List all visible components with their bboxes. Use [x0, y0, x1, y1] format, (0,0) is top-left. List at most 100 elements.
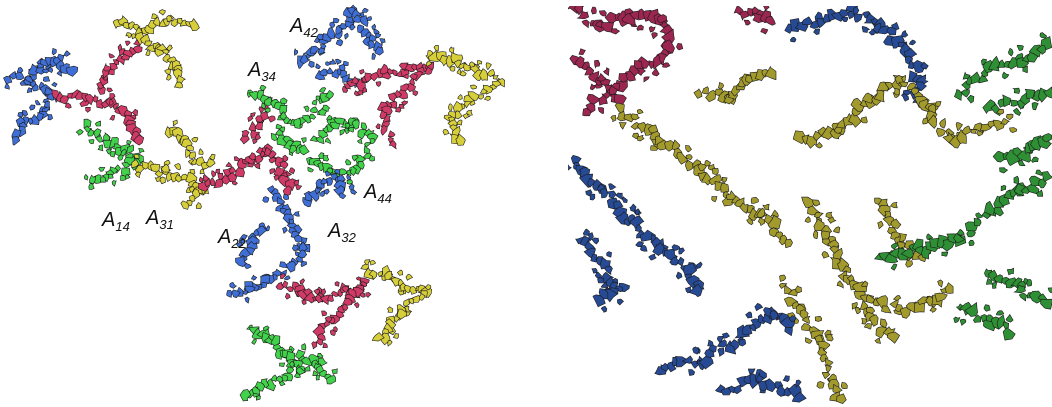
dark-blue-tile — [600, 281, 609, 289]
blue-tile — [240, 234, 248, 240]
red-tile — [225, 161, 233, 168]
green-tile — [309, 106, 318, 114]
dark-blue-tile — [745, 311, 753, 319]
yellow-tile — [166, 44, 173, 52]
blue-tile — [295, 255, 303, 263]
dark-green-tile — [960, 89, 970, 98]
dark-green-tile — [890, 263, 898, 271]
olive-tile — [1005, 113, 1014, 120]
dark-green-tile — [966, 229, 976, 238]
green-tile — [261, 102, 266, 109]
dark-blue-tile — [717, 347, 725, 357]
green-tile — [114, 164, 121, 174]
red-tile — [279, 273, 286, 280]
dark-blue-tile — [617, 298, 624, 306]
yellow-tile — [173, 81, 184, 89]
dark-blue-tile — [588, 232, 594, 242]
red-tile — [275, 281, 286, 290]
yellow-tile — [164, 68, 171, 76]
olive-tile — [812, 230, 819, 240]
blue-tile — [292, 244, 299, 252]
olive-tile — [711, 168, 719, 176]
red-tile — [228, 166, 237, 174]
blue-tile — [4, 83, 10, 90]
red-tile — [402, 73, 409, 79]
olive-tile — [836, 393, 847, 405]
green-tile — [333, 117, 346, 125]
red-tile — [350, 76, 360, 84]
yellow-tile — [433, 44, 439, 52]
red-tile — [401, 100, 408, 106]
green-tile — [126, 140, 132, 146]
yellow-tile — [392, 312, 401, 323]
blue-tile — [325, 176, 334, 186]
yellow-tile — [407, 297, 415, 305]
blue-tile — [362, 7, 369, 13]
yellow-tile — [145, 50, 151, 57]
red-tile — [362, 87, 368, 93]
blue-tile — [3, 75, 13, 84]
olive-tile — [779, 274, 787, 282]
green-tile — [97, 144, 104, 152]
dark-blue-tile — [747, 368, 756, 375]
green-tile — [288, 145, 300, 154]
dark-red-tile — [576, 11, 590, 20]
olive-tile — [756, 207, 765, 218]
yellow-tile — [368, 269, 378, 281]
dark-blue-tile — [891, 21, 900, 30]
green-tile — [316, 352, 324, 359]
yellow-tile — [486, 68, 496, 77]
blue-tile — [236, 241, 244, 248]
red-tile — [131, 108, 139, 117]
yellow-tile — [420, 290, 428, 299]
olive-tile — [898, 81, 909, 88]
yellow-tile — [390, 277, 401, 287]
dark-blue-tile — [589, 193, 596, 201]
yellow-tile — [456, 68, 462, 75]
tile-labels: A42 A34 A44 A14 A31 A22 A32 — [101, 15, 392, 251]
green-tile — [255, 395, 261, 401]
green-tile — [307, 166, 314, 173]
blue-tile — [231, 289, 241, 299]
label-a44: A44 — [363, 181, 392, 206]
olive-tile — [875, 295, 888, 309]
olive-tile — [848, 111, 862, 128]
yellow-tile — [449, 46, 455, 54]
dark-blue-tile — [592, 294, 606, 308]
yellow-tile — [476, 60, 483, 66]
dark-green-tile — [1018, 292, 1028, 302]
olive-tile — [899, 233, 907, 242]
dark-green-tile — [993, 274, 1003, 284]
dark-blue-tile — [727, 385, 736, 394]
dark-green-tile — [1031, 156, 1039, 163]
red-tile — [260, 150, 266, 159]
green-tile — [126, 144, 135, 154]
red-tile — [109, 98, 114, 106]
red-tile — [209, 177, 216, 186]
dark-green-tile — [1017, 159, 1026, 166]
olive-tile — [701, 86, 709, 95]
yellow-tile — [479, 88, 489, 95]
blue-tile — [346, 174, 352, 181]
olive-tile — [935, 127, 946, 137]
dark-blue-tile — [789, 36, 797, 43]
olive-tile — [863, 323, 872, 330]
olive-tile — [618, 122, 627, 130]
dark-green-tile — [1042, 133, 1052, 142]
blue-tile — [262, 196, 270, 203]
dark-green-tile — [964, 301, 979, 317]
dark-blue-tile — [622, 196, 628, 204]
green-tile — [325, 89, 334, 101]
dark-red-tile — [597, 107, 604, 114]
yellow-tile — [191, 136, 199, 143]
red-tile — [117, 43, 123, 51]
olive-tile — [814, 315, 823, 322]
dark-blue-tile — [763, 307, 772, 317]
red-tile — [299, 278, 305, 285]
dark-blue-tile — [615, 192, 623, 200]
yellow-tile — [403, 298, 411, 307]
yellow-tile — [456, 119, 463, 126]
olive-tile — [939, 117, 946, 129]
green-tile — [362, 152, 372, 160]
blue-tile — [244, 296, 250, 304]
